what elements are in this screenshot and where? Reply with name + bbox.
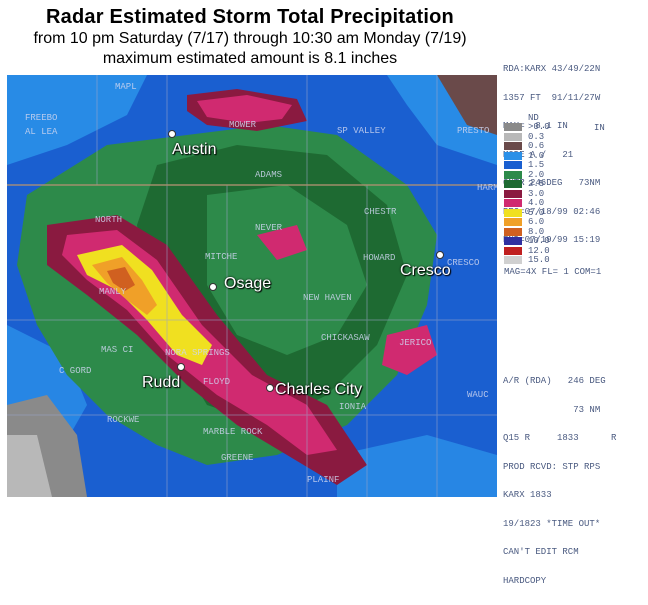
city-label-charles-city: Charles City: [275, 381, 363, 398]
footer-line: A/R (RDA) 246 DEG: [503, 376, 606, 386]
county-label: CRESCO: [447, 258, 480, 268]
legend-value: 3.0: [528, 188, 545, 199]
legend-value: >0.0: [528, 122, 550, 132]
footer-line: Q15 R 1833 R: [503, 433, 617, 443]
city-label-rudd: Rudd: [142, 374, 181, 391]
county-label: AL LEA: [25, 127, 58, 137]
legend-value: 1.0: [528, 150, 545, 161]
legend-swatch: [504, 189, 522, 198]
county-label: NORTH: [95, 215, 123, 225]
county-label: MANLY: [99, 287, 127, 297]
header-line: RDA:KARX 43/49/22N: [503, 64, 601, 74]
county-label: NEVER: [255, 223, 283, 233]
city-marker: [436, 251, 444, 259]
city-marker: [177, 363, 185, 371]
legend-swatch: [504, 123, 522, 131]
legend-swatch: [504, 237, 522, 245]
radar-header: RDA:KARX 43/49/22N 1357 FT 91/11/27W MAX…: [503, 46, 600, 265]
legend-value: 2.0: [528, 169, 545, 180]
legend-nodata-label: ND: [528, 113, 539, 123]
county-label: NORA SPRINGS: [165, 348, 230, 358]
county-label: JERICO: [399, 338, 432, 348]
radar-info-panel: RDA:KARX 43/49/22N 1357 FT 91/11/27W MAX…: [498, 0, 648, 585]
header-line: 1357 FT 91/11/27W: [503, 92, 601, 103]
county-label: WAUC: [467, 390, 489, 400]
county-label: NEW HAVEN: [303, 293, 352, 303]
radar-map: MAPL FREEBO AL LEA MOWER SP VALLEY PREST…: [7, 75, 497, 497]
county-label: ADAMS: [255, 170, 283, 180]
county-label: GREENE: [221, 453, 254, 463]
legend-swatch: [504, 180, 522, 188]
county-label: MARBLE ROCK: [203, 427, 263, 437]
title-line-2: from 10 pm Saturday (7/17) through 10:30…: [33, 30, 467, 47]
legend-swatch: [504, 227, 522, 236]
legend-value: 0.3: [528, 131, 545, 142]
title-line-3: maximum estimated amount is 8.1 inches: [102, 50, 398, 67]
header-line: BEG=07/18/99 02:46: [503, 206, 601, 217]
legend-swatch: [504, 132, 522, 141]
mag-line: MAG=4X FL= 1 COM=1: [504, 267, 602, 277]
legend-value: 1.5: [528, 160, 545, 170]
radar-image: [7, 75, 497, 497]
county-label: MOWER: [229, 120, 257, 130]
county-label: PRESTO: [457, 126, 490, 136]
city-label-osage: Osage: [224, 275, 272, 292]
county-label: PLAINF: [307, 475, 340, 485]
legend-value: 5.0: [528, 207, 545, 218]
legend-value: 15.0: [528, 255, 550, 265]
county-label: HOWARD: [363, 253, 396, 263]
legend-swatch: [504, 246, 522, 255]
city-marker: [209, 283, 217, 291]
legend-value: 6.0: [528, 217, 545, 227]
county-label: MAPL: [115, 82, 137, 92]
legend-value: 4.0: [528, 198, 545, 208]
footer-line: HARDCOPY: [503, 575, 547, 586]
footer-line: CAN'T EDIT RCM: [503, 547, 579, 557]
county-label: FLOYD: [203, 377, 231, 387]
footer-line: 73 NM: [503, 404, 601, 415]
footer-line: 19/1823 *TIME OUT*: [503, 518, 601, 529]
title-line-1: Radar Estimated Storm Total Precipitatio…: [46, 6, 454, 28]
legend-swatch: [504, 208, 522, 217]
legend-value: 8.0: [528, 226, 545, 237]
city-marker: [266, 384, 274, 392]
county-label: IONIA: [339, 402, 367, 412]
legend-swatch: [504, 142, 522, 150]
legend-swatch: [504, 151, 522, 160]
county-label: MITCHE: [205, 252, 238, 262]
county-label: CHICKASAW: [321, 333, 370, 343]
footer-line: KARX 1833: [503, 490, 552, 500]
legend-value: 0.6: [528, 141, 545, 151]
county-label: SP VALLEY: [337, 126, 386, 136]
legend-swatch: [504, 161, 522, 169]
county-label: ROCKWE: [107, 415, 140, 425]
city-marker: [168, 130, 176, 138]
county-label: C GORD: [59, 366, 92, 376]
county-label: FREEBO: [25, 113, 58, 123]
legend-value: 2.5: [528, 179, 545, 189]
legend-value: 10.0: [528, 236, 550, 246]
header-line: END=07/19/99 15:19: [503, 235, 601, 245]
legend-swatch: [504, 170, 522, 179]
county-label: HARM: [477, 183, 497, 193]
legend-swatch: [504, 256, 522, 264]
legend-swatch: [504, 218, 522, 226]
legend-unit-label: IN: [594, 123, 605, 133]
footer-line: PROD RCVD: STP RPS: [503, 461, 601, 472]
radar-footer: A/R (RDA) 246 DEG 73 NM Q15 R 1833 R PRO…: [503, 358, 616, 605]
county-label: MAS CI: [101, 345, 134, 355]
city-label-austin: Austin: [172, 141, 217, 158]
legend-value: 12.0: [528, 245, 550, 256]
legend-swatch: [504, 199, 522, 207]
county-label: CHESTR: [364, 207, 397, 217]
city-label-cresco: Cresco: [400, 262, 451, 279]
